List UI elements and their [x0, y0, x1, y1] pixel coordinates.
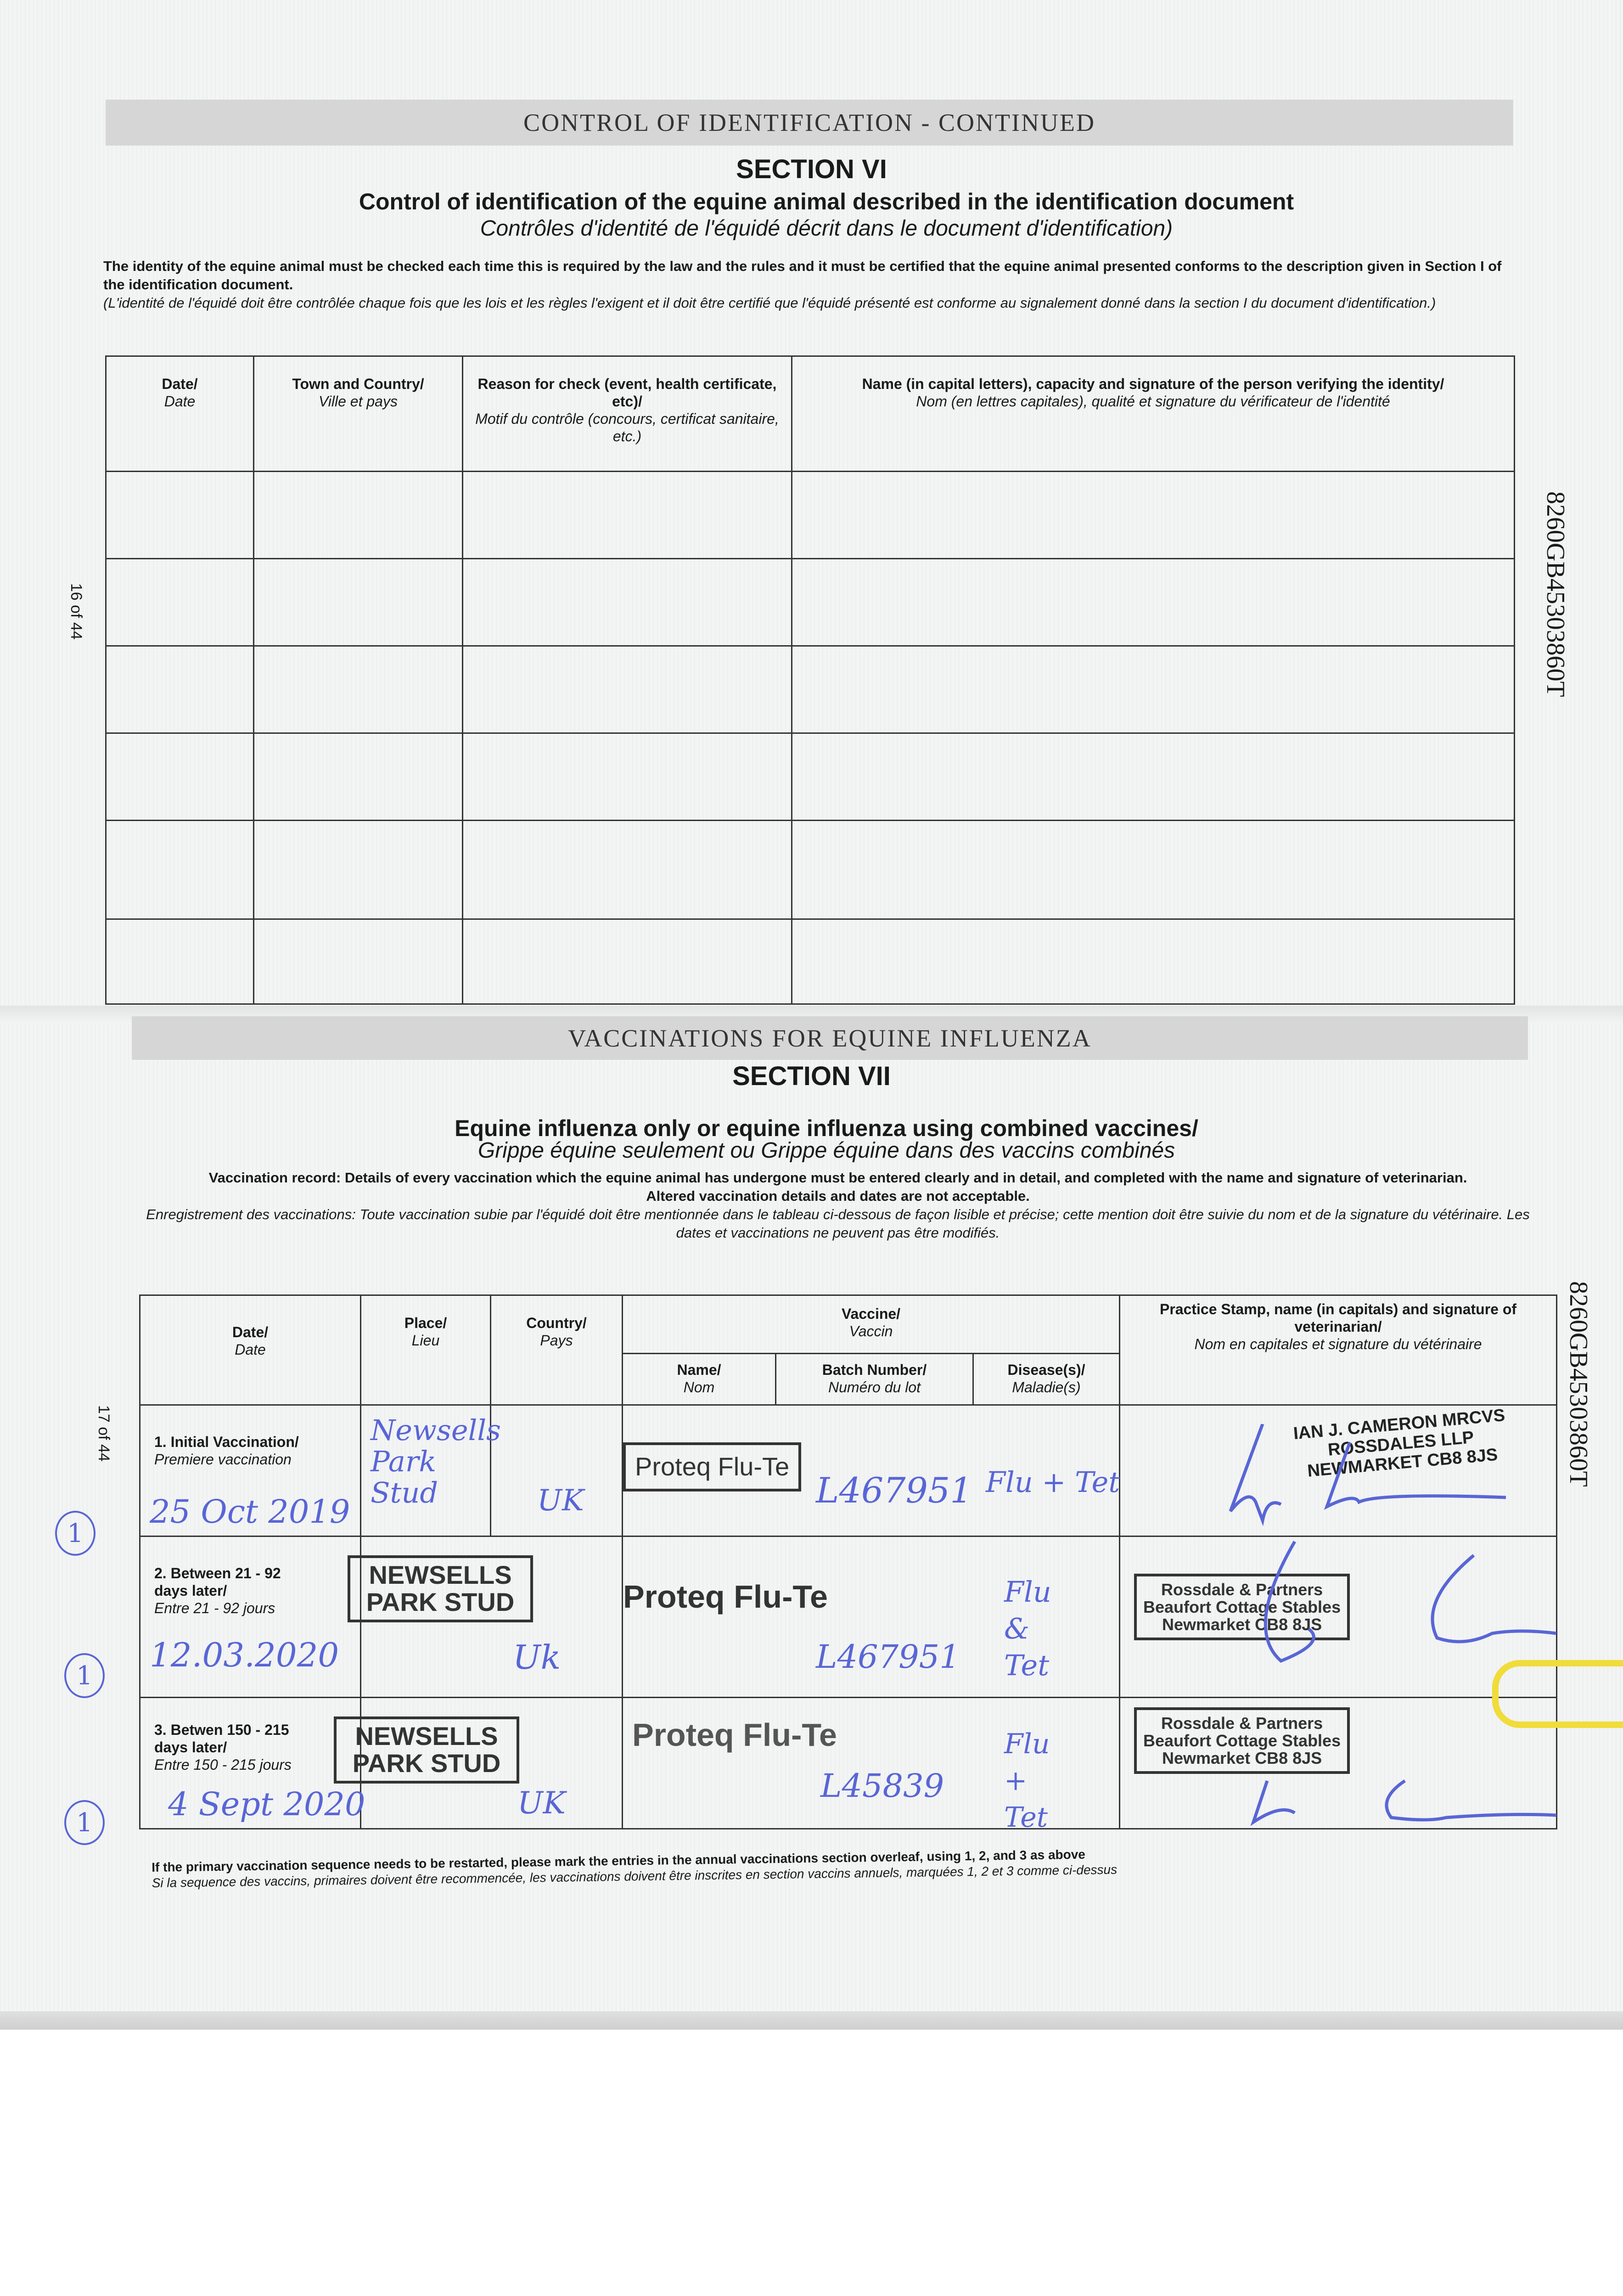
- section-heading: SECTION VII: [732, 1061, 891, 1091]
- header-disease: Disease(s)/Maladie(s): [972, 1353, 1121, 1406]
- handwritten-disease: Flu + Tet: [1004, 1728, 1050, 1834]
- handwritten-batch: L467951: [816, 1638, 960, 1676]
- vaccine-label-sticker: Proteq Flu-Te: [623, 1442, 802, 1491]
- row-vet-cell: Rossdale & Partners Beaufort Cottage Stab…: [1119, 1536, 1557, 1698]
- header-vaccine: Vaccine/Vaccin: [621, 1294, 1121, 1354]
- section-title-en: Control of identification of the equine …: [359, 189, 1294, 214]
- row-vet-cell: Rossdale & Partners Beaufort Cottage Stab…: [1119, 1697, 1557, 1829]
- row-country-cell: UK: [490, 1404, 623, 1537]
- header-country: Country/Pays: [490, 1294, 623, 1406]
- header-vaccine-name: Name/Nom: [622, 1353, 776, 1406]
- row-label: 1. Initial Vaccination/: [154, 1434, 299, 1450]
- row-label-fr: Entre 21 - 92 jours: [154, 1600, 275, 1616]
- intro-text-en: Vaccination record: Details of every vac…: [208, 1170, 1467, 1186]
- row-label: 2. Between 21 - 92 days later/: [154, 1565, 281, 1599]
- vet-signature: [1250, 1779, 1557, 1826]
- row-vaccine-cell: Proteq Flu-Te L467951 Flu & Tet: [621, 1536, 1121, 1698]
- header-date: Date/Date: [139, 1294, 361, 1406]
- vaccination-row: 3. Betwen 150 - 215 days later/Entre 150…: [139, 1697, 1557, 1834]
- place-stamp: NEWSELLS PARK STUD: [348, 1555, 533, 1622]
- vet-signature: [1229, 1424, 1506, 1526]
- header-date: Date/Date: [105, 355, 254, 472]
- vaccination-table: Date/Date Place/Lieu Country/Pays Vaccin…: [139, 1294, 1557, 1834]
- row-label-fr: Premiere vaccination: [154, 1451, 292, 1468]
- place-stamp: NEWSELLS PARK STUD: [334, 1716, 519, 1784]
- row-date-cell: 2. Between 21 - 92 days later/Entre 21 -…: [139, 1536, 361, 1698]
- section-title-fr: Grippe équine seulement ou Grippe équine…: [477, 1138, 1175, 1163]
- handwritten-date: 12.03.2020: [150, 1636, 339, 1674]
- vet-signature: [1264, 1541, 1557, 1663]
- row-vaccine-cell: Proteq Flu-Te L467951 Flu + Tet: [621, 1404, 1121, 1537]
- handwritten-batch: L467951: [816, 1470, 972, 1511]
- row-date-cell: 3. Betwen 150 - 215 days later/Entre 150…: [139, 1697, 365, 1829]
- handwritten-disease: Flu + Tet: [986, 1465, 1120, 1499]
- header-place: Place/Lieu: [360, 1294, 491, 1406]
- header-reason: Reason for check (event, health certific…: [462, 355, 792, 472]
- row-label-fr: Entre 150 - 215 jours: [154, 1756, 292, 1773]
- section-heading: SECTION VI: [736, 154, 887, 184]
- header-town-country: Town and Country/Ville et pays: [253, 355, 463, 472]
- handwritten-country: UK: [537, 1484, 584, 1518]
- header-batch: Batch Number/Numéro du lot: [775, 1353, 974, 1406]
- handwritten-date: 4 Sept 2020: [168, 1785, 365, 1823]
- intro-text-en: The identity of the equine animal must b…: [103, 258, 1502, 293]
- sequence-mark: 1: [64, 1653, 105, 1698]
- handwritten-date: 25 Oct 2019: [150, 1493, 350, 1531]
- identity-checks-table: Date/Date Town and Country/Ville et pays…: [105, 355, 1515, 1005]
- paper-edge: [0, 2011, 1623, 2030]
- section-title-fr: Contrôles d'identité de l'équidé décrit …: [480, 216, 1173, 241]
- section-title-en: Equine influenza only or equine influenz…: [455, 1115, 1198, 1141]
- table-row: [105, 645, 1515, 734]
- page-number: 17 of 44: [95, 1405, 112, 1462]
- handwritten-country: UK: [517, 1785, 566, 1821]
- row-place-country-cell: NEWSELLS PARK STUD Uk: [348, 1536, 623, 1698]
- row-label: 3. Betwen 150 - 215 days later/: [154, 1722, 289, 1756]
- table-row: [105, 558, 1515, 647]
- vaccine-stamp: Proteq Flu-Te: [632, 1717, 837, 1753]
- section-band-title: VACCINATIONS FOR EQUINE INFLUENZA: [132, 1016, 1528, 1060]
- intro-text-fr: (L'identité de l'équidé doit être contrô…: [103, 295, 1436, 311]
- row-vaccine-cell: Proteq Flu-Te L45839 Flu + Tet: [621, 1697, 1121, 1834]
- vaccination-row: 2. Between 21 - 92 days later/Entre 21 -…: [139, 1536, 1557, 1698]
- paper-clip: [1492, 1660, 1623, 1728]
- table-row: [105, 918, 1515, 1005]
- table-row: [105, 820, 1515, 920]
- handwritten-place: Newsells Park Stud: [371, 1413, 501, 1509]
- handwritten-batch: L45839: [820, 1767, 944, 1805]
- intro-text-en-2: Altered vaccination details and dates ar…: [646, 1188, 1030, 1204]
- vet-stamp: Rossdale & Partners Beaufort Cottage Stab…: [1134, 1707, 1350, 1774]
- header-verifier: Name (in capital letters), capacity and …: [791, 355, 1515, 472]
- table-row: [105, 471, 1515, 559]
- handwritten-disease: Flu & Tet: [1004, 1575, 1051, 1682]
- section-band-title: CONTROL OF IDENTIFICATION - CONTINUED: [106, 100, 1513, 146]
- row-date-cell: 1. Initial Vaccination/Premiere vaccinat…: [139, 1404, 361, 1537]
- passport-number: 8260GB45303860T: [1564, 1281, 1593, 1487]
- row-vet-cell: IAN J. CAMERON MRCVS ROSSDALES LLP NEWMARK…: [1119, 1404, 1557, 1537]
- header-vet: Practice Stamp, name (in capitals) and s…: [1119, 1294, 1557, 1406]
- page-number: 16 of 44: [67, 583, 85, 640]
- sequence-mark: 1: [64, 1800, 105, 1845]
- row-place-cell: Newsells Park Stud: [360, 1404, 501, 1537]
- row-place-country-cell: NEWSELLS PARK STUD UK: [334, 1697, 623, 1829]
- vaccination-row: 1. Initial Vaccination/Premiere vaccinat…: [139, 1404, 1557, 1537]
- intro-text-fr: Enregistrement des vaccinations: Toute v…: [146, 1206, 1530, 1241]
- sequence-mark: 1: [55, 1511, 95, 1556]
- vaccine-stamp: Proteq Flu-Te: [623, 1579, 828, 1615]
- passport-number: 8260GB45303860T: [1541, 491, 1570, 697]
- handwritten-country: Uk: [513, 1638, 561, 1677]
- table-header-row: Date/Date Town and Country/Ville et pays…: [105, 355, 1515, 472]
- vet-stamp: Rossdale & Partners Beaufort Cottage Stab…: [1134, 1574, 1350, 1641]
- table-row: [105, 732, 1515, 821]
